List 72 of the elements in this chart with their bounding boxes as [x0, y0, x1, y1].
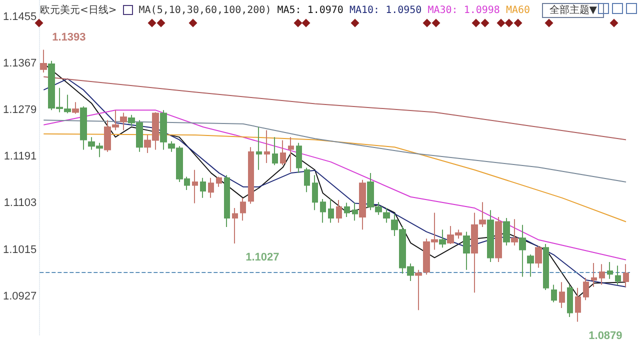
candlestick — [336, 200, 342, 224]
candlestick — [527, 254, 534, 278]
candlestick — [216, 176, 222, 188]
candlestick — [256, 126, 262, 170]
y-tick-label: 1.1103 — [4, 197, 37, 210]
candlestick — [599, 264, 605, 286]
y-tick-label: 1.1455 — [2, 10, 37, 23]
annotation: 1.0879 — [588, 330, 622, 340]
annotation: 1.1393 — [52, 32, 86, 44]
candlestick — [519, 224, 526, 278]
candlestick — [591, 262, 597, 288]
candlestick — [535, 246, 542, 268]
line-series — [43, 120, 627, 183]
text: MA60 — [506, 4, 530, 16]
candlestick — [328, 198, 334, 224]
y-tick-label: 1.1367 — [2, 58, 37, 70]
candlestick — [40, 49, 47, 74]
candlestick — [615, 265, 621, 286]
candlestick — [288, 136, 294, 172]
candlestick — [471, 212, 478, 294]
candlestick — [208, 177, 214, 198]
text: MA(5,10,30,60,100,200) — [138, 4, 272, 16]
text: 欧元美元<日线> — [40, 4, 117, 17]
candlestick — [280, 140, 286, 166]
candlestick — [559, 282, 565, 309]
candlestick — [120, 112, 127, 131]
text: MA5: 1.0970 — [277, 4, 344, 16]
candlestick — [567, 284, 573, 318]
line-series — [43, 133, 627, 222]
y-tick-label: 1.1279 — [2, 104, 37, 116]
candlestick — [463, 231, 470, 270]
candlestick — [248, 146, 254, 204]
candlestick — [80, 106, 87, 150]
candlestick — [272, 136, 278, 166]
candlestick — [72, 102, 79, 114]
candlestick — [551, 284, 557, 303]
candlestick — [479, 202, 486, 228]
candlestick — [160, 110, 167, 150]
candlestick — [232, 207, 238, 244]
text: MA10: 1.0950 — [349, 4, 422, 16]
candlestick — [352, 202, 358, 222]
line-series — [43, 76, 627, 140]
candlestick — [200, 177, 206, 198]
candlestick — [543, 243, 549, 291]
candlestick — [495, 216, 502, 262]
text: MA30: 1.0998 — [428, 4, 500, 16]
annotation: 全部主题▼ — [542, 3, 604, 18]
candlestick — [383, 207, 390, 224]
candlestick — [583, 277, 589, 301]
candlestick — [192, 169, 198, 204]
candlestick — [575, 287, 581, 322]
y-tick-label: 1.1015 — [2, 244, 37, 256]
candlestick — [304, 167, 310, 193]
candlestick — [511, 218, 518, 246]
candlestick — [415, 269, 422, 311]
candlestick — [312, 174, 318, 211]
y-tick-label: 1.1191 — [4, 150, 37, 163]
candlestick — [344, 202, 350, 218]
candlestick — [264, 130, 270, 164]
candlestick — [359, 179, 366, 230]
annotation: 1.1027 — [246, 251, 280, 264]
candlestick — [320, 198, 326, 224]
candlestick — [439, 229, 446, 248]
candlestick — [224, 174, 230, 228]
y-tick-label: 1.0927 — [2, 290, 37, 302]
candlestick — [487, 210, 494, 262]
candlestick — [623, 264, 629, 288]
candlestick — [607, 261, 613, 280]
candlestick — [503, 218, 510, 246]
candlestick — [240, 197, 246, 222]
candlestick — [296, 142, 302, 174]
line-series — [43, 110, 627, 260]
